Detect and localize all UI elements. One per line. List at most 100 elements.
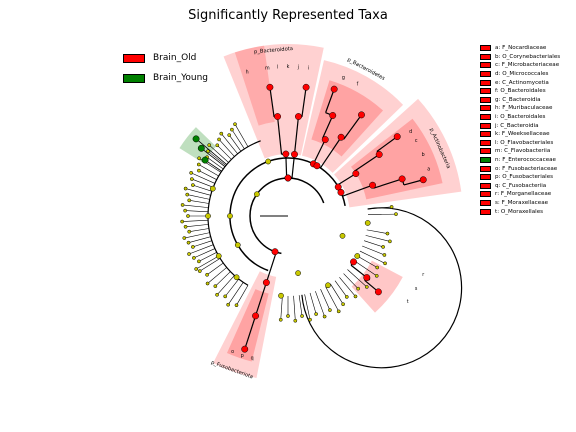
leaf-branch xyxy=(334,280,348,298)
clade-key-label: j: C_Bacteroidia xyxy=(495,122,539,129)
leaf-node xyxy=(223,294,228,299)
clade-key-item: d: O_Micrococcales xyxy=(480,70,560,79)
leaf-node xyxy=(183,224,188,229)
leaf-branch xyxy=(221,133,238,155)
clade-key-item: c: F_Microbacteriaceae xyxy=(480,61,560,70)
leaf-branch xyxy=(198,170,217,180)
clade-key-swatch xyxy=(480,148,491,155)
leaf-node xyxy=(336,309,341,314)
leaf-node xyxy=(180,219,184,224)
leaf-branch xyxy=(330,283,344,305)
clade-branch xyxy=(343,114,362,140)
biomarker-node-old xyxy=(295,113,302,120)
leaf-branch xyxy=(188,244,214,255)
leaf-node xyxy=(328,308,332,312)
clade-key-swatch xyxy=(480,53,491,60)
leaf-branch xyxy=(209,144,229,163)
biomarker-node-old xyxy=(266,83,274,91)
backbone-ring-4 xyxy=(301,207,463,369)
leaf-node xyxy=(394,212,398,216)
clade-branch xyxy=(353,153,380,172)
clade-key-swatch xyxy=(480,208,491,215)
legend-label-brain-young: Brain_Young xyxy=(153,73,209,83)
leaf-node xyxy=(187,229,192,234)
internal-node xyxy=(205,213,211,219)
internal-node xyxy=(227,213,233,219)
legend-label-brain-old: Brain_Old xyxy=(153,53,197,63)
internal-node xyxy=(339,232,346,239)
sector-bacteroidota-inner xyxy=(234,45,275,126)
backbone-ring-2 xyxy=(229,157,346,272)
leaf-node xyxy=(314,312,318,316)
biomarker-node-old xyxy=(419,176,427,184)
biomarker-node-old xyxy=(284,174,292,182)
clade-branch xyxy=(322,115,334,139)
leaf-branch xyxy=(185,188,211,196)
leaf-branch xyxy=(320,288,331,311)
clade-branch xyxy=(319,136,342,169)
biomarker-node-old xyxy=(252,312,260,320)
leaf-branch xyxy=(315,291,325,317)
leaf-branch xyxy=(207,150,227,166)
sector-moraxellales xyxy=(351,260,403,313)
leaf-branch xyxy=(293,295,296,321)
sector-letter: a xyxy=(427,167,430,172)
clade-branch xyxy=(376,136,398,152)
leaf-branch xyxy=(280,295,283,320)
clade-branch xyxy=(301,87,307,118)
clade-key-swatch xyxy=(480,139,491,146)
leaf-branch xyxy=(325,286,339,312)
clade-key-item: g: C_Bacteroidia xyxy=(480,96,560,105)
leaf-node xyxy=(382,253,387,257)
sector-bacteroidota xyxy=(223,44,324,159)
clade-key: a: F_Nocardiaceae b: O_Corynebacteriales c… xyxy=(480,44,560,216)
clade-key-label: t: O_Moraxellales xyxy=(495,208,544,215)
clade-branch xyxy=(276,116,283,155)
sector-letter: b xyxy=(422,152,425,158)
sector-bacteroidetes xyxy=(301,60,404,173)
legend-item-brain-young: Brain_Young xyxy=(123,70,208,86)
clade-key-item: p: O_Fusobacteriales xyxy=(480,173,560,182)
leaf-node xyxy=(196,162,201,167)
leaf-branch xyxy=(309,292,317,315)
leaf-node xyxy=(187,252,191,256)
clade-key-label: a: F_Nocardiaceae xyxy=(495,45,547,52)
leaf-node xyxy=(189,171,194,175)
clade-key-label: p: O_Fusobacteriales xyxy=(495,174,554,181)
leaf-node xyxy=(217,137,221,142)
biomarker-node-young xyxy=(201,156,209,164)
clade-key-item: e: C_Actinomycetia xyxy=(480,78,560,87)
clade-key-swatch xyxy=(480,105,491,112)
leaf-node xyxy=(226,302,231,307)
biomarker-node-old xyxy=(398,175,406,183)
leaf-node xyxy=(187,198,192,203)
leaf-branch xyxy=(191,178,214,188)
leaf-branch xyxy=(215,271,231,287)
leaf-node xyxy=(388,239,392,244)
clade-key-label: l: O_Flavobacteriales xyxy=(495,139,554,146)
clade-key-item: f: O_Bacteroidales xyxy=(480,87,560,96)
leaf-node xyxy=(381,245,385,249)
leaf-branch xyxy=(182,219,209,222)
sector-fusobacteriota xyxy=(213,271,277,378)
leaf-branch xyxy=(228,134,242,152)
clade-key-item: i: O_Bacteroidales xyxy=(480,113,560,122)
leaf-node xyxy=(207,143,212,147)
clade-key-swatch xyxy=(480,157,491,164)
clade-key-swatch xyxy=(480,131,491,138)
nodes xyxy=(180,83,427,353)
sector-letter: s xyxy=(415,287,418,292)
leaf-branch xyxy=(185,210,209,213)
leaf-node xyxy=(215,292,219,297)
internal-node xyxy=(325,282,331,289)
biomarker-node-old xyxy=(375,151,383,158)
clade-key-label: b: O_Corynebacteriales xyxy=(495,53,561,60)
clade-key-label: q: C_Fusobacteriia xyxy=(495,182,547,189)
leaf-branch xyxy=(218,139,235,157)
leaf-branch xyxy=(343,273,359,289)
leaf-branch xyxy=(298,295,303,317)
leaf-branch xyxy=(196,255,219,270)
clade-key-item: b: O_Corynebacteriales xyxy=(480,53,560,62)
leaf-node xyxy=(375,265,380,270)
